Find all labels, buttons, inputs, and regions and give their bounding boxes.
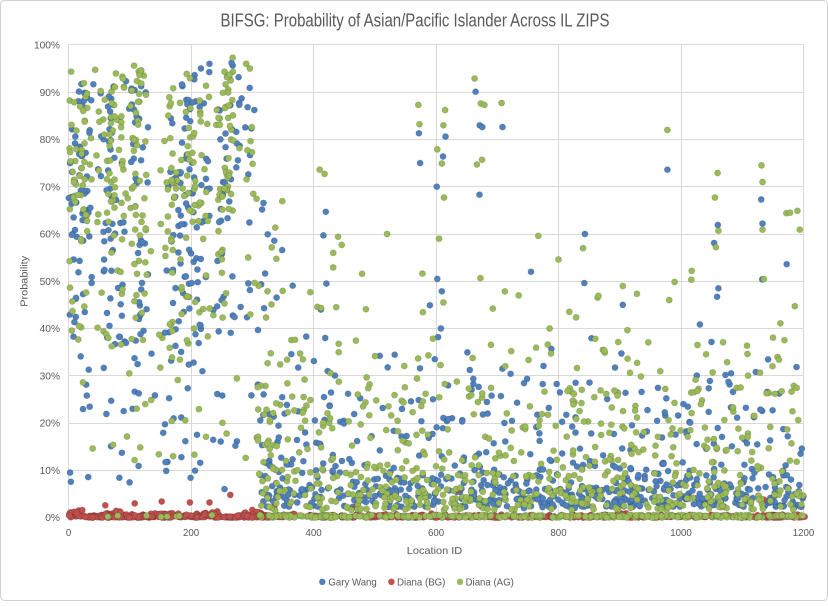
svg-text:20%: 20%: [40, 419, 60, 430]
svg-text:0%: 0%: [45, 513, 60, 524]
svg-text:200: 200: [183, 528, 200, 539]
svg-text:80%: 80%: [40, 135, 60, 146]
svg-text:60%: 60%: [40, 230, 60, 241]
svg-text:0: 0: [66, 528, 72, 539]
svg-text:30%: 30%: [40, 371, 60, 382]
svg-text:1000: 1000: [670, 528, 692, 539]
svg-text:800: 800: [550, 528, 567, 539]
svg-text:10%: 10%: [40, 466, 60, 477]
svg-text:400: 400: [306, 528, 323, 539]
svg-text:BIFSG: Probability of Asian/Pa: BIFSG: Probability of Asian/Pacific Isla…: [221, 11, 610, 31]
svg-text:40%: 40%: [40, 324, 60, 335]
svg-text:100%: 100%: [34, 41, 60, 52]
svg-text:600: 600: [428, 528, 445, 539]
svg-text:50%: 50%: [40, 277, 60, 288]
svg-text:Diana (AG): Diana (AG): [466, 577, 514, 588]
svg-text:Location ID: Location ID: [407, 545, 463, 557]
svg-text:1200: 1200: [793, 528, 815, 539]
svg-text:90%: 90%: [40, 88, 60, 99]
svg-text:Probability: Probability: [19, 255, 31, 307]
svg-text:Gary Wang: Gary Wang: [328, 577, 377, 588]
svg-text:70%: 70%: [40, 182, 60, 193]
svg-text:Diana (BG): Diana (BG): [397, 577, 445, 588]
